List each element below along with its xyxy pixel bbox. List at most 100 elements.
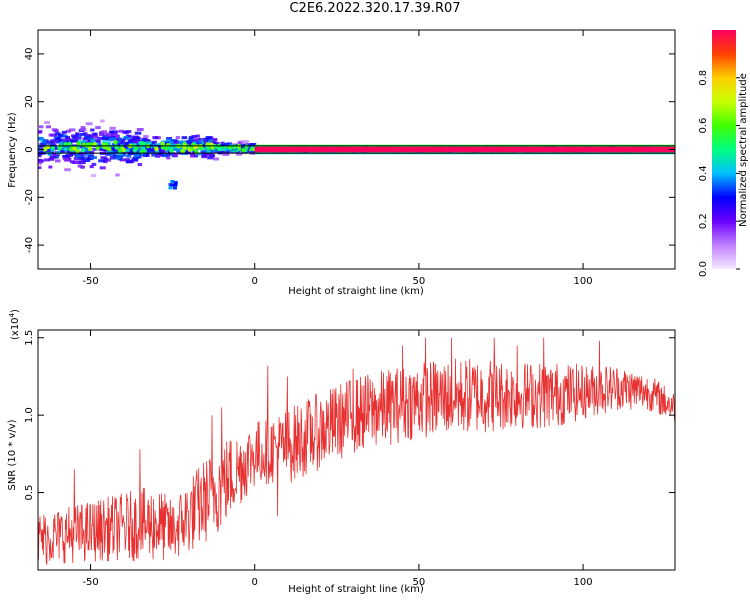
heatmap-cell — [74, 146, 80, 150]
heatmap-cell — [107, 152, 114, 156]
heatmap-cell — [69, 160, 75, 164]
heatmap-cell — [87, 134, 92, 138]
colorbar: 0.0 0.2 0.4 0.6 0.8 Normalized spectral ampl… — [698, 30, 749, 277]
heatmap-cell — [124, 142, 130, 146]
heatmap-peak — [169, 148, 174, 153]
heatmap-cell — [152, 140, 157, 144]
heatmap-cell — [45, 150, 52, 154]
heatmap-cell — [91, 135, 99, 139]
heatmap-cell — [105, 138, 113, 142]
heatmap-cell — [102, 140, 107, 144]
heatmap-cell — [181, 136, 188, 140]
heatmap-cell — [206, 138, 214, 142]
heatmap-cell — [106, 150, 112, 154]
heatmap-spot — [172, 186, 177, 190]
heatmap-cell — [99, 119, 105, 123]
heatmap-peak — [244, 144, 249, 149]
heatmap-cell — [97, 136, 104, 140]
heatmap-cell — [120, 142, 127, 146]
heatmap-cell — [65, 135, 70, 139]
heatmap-cell — [53, 135, 61, 139]
heatmap-cell — [115, 173, 120, 177]
heatmap-cell — [133, 150, 141, 154]
heatmap-cell — [84, 153, 90, 157]
heatmap-cell — [62, 157, 68, 161]
heatmap-cell — [62, 154, 70, 158]
x-tick-label: 0 — [252, 577, 258, 588]
heatmap-spot — [173, 180, 178, 184]
heatmap-cell — [98, 159, 105, 163]
heatmap-cell — [71, 134, 78, 138]
heatmap-cell — [167, 146, 173, 150]
heatmap-cell — [136, 128, 144, 132]
heatmap-cell — [38, 161, 43, 165]
heatmap-cell — [75, 153, 80, 157]
y-multiplier-exponent: 4 — [8, 312, 16, 317]
heatmap-cell — [146, 148, 154, 152]
heatmap-cell — [138, 152, 146, 156]
heatmap-cell — [166, 156, 171, 160]
heatmap-cell — [60, 138, 68, 142]
heatmap-cell — [39, 125, 44, 129]
heatmap-cell — [175, 136, 180, 140]
heatmap-cell — [54, 137, 61, 141]
heatmap-cell — [160, 149, 166, 153]
heatmap-cell — [218, 143, 224, 147]
heatmap-cell — [58, 142, 66, 146]
heatmap-spot — [170, 179, 175, 183]
heatmap-peak — [72, 146, 77, 151]
heatmap-cell — [55, 159, 61, 163]
heatmap-cell — [49, 156, 55, 160]
heatmap-cell — [185, 140, 193, 144]
heatmap-cell — [38, 145, 44, 149]
heatmap-cell — [122, 130, 128, 134]
heatmap-cell — [79, 128, 87, 132]
heatmap-cell — [130, 146, 136, 150]
heatmap-cell — [132, 158, 139, 162]
heatmap-cell — [96, 139, 101, 143]
heatmap-peak — [113, 140, 118, 145]
heatmap-peak — [241, 147, 246, 153]
heatmap-cell — [44, 120, 50, 124]
heatmap-cell — [161, 154, 169, 158]
heatmap-cell — [98, 143, 103, 147]
heatmap-cell — [222, 152, 230, 156]
heatmap-cell — [244, 149, 249, 153]
heatmap-cell — [119, 158, 125, 162]
x-tick-label: 100 — [574, 577, 593, 588]
heatmap-cell — [183, 150, 190, 154]
heatmap-cell — [58, 134, 63, 138]
x-tick-label: 50 — [413, 276, 426, 287]
heatmap-cell — [98, 147, 104, 151]
heatmap-cell — [90, 174, 97, 178]
heatmap-peak — [163, 146, 169, 151]
x-tick-label: -50 — [82, 276, 98, 287]
snr-line-layer — [38, 337, 675, 566]
heatmap-cell — [206, 150, 211, 154]
heatmap-cell — [101, 130, 108, 134]
heatmap-cell — [171, 146, 179, 150]
heatmap-cell — [129, 149, 135, 153]
heatmap-cell — [75, 132, 80, 136]
heatmap-cell — [89, 153, 94, 157]
heatmap-cell — [141, 138, 147, 142]
y-tick-label: 1.0 — [24, 407, 35, 423]
heatmap-cell — [77, 164, 83, 168]
heatmap-cell — [213, 157, 219, 161]
heatmap-cell — [62, 140, 67, 144]
heatmap-cell — [188, 137, 194, 141]
y-tick-label: 40 — [24, 48, 35, 61]
heatmap-cell — [60, 149, 65, 153]
heatmap-cell — [83, 132, 88, 136]
heatmap-cell — [73, 160, 81, 164]
bottom-x-axis-label: Height of straight line (km) — [288, 584, 424, 595]
heatmap-cell — [201, 140, 208, 144]
heatmap-cell — [81, 145, 86, 149]
spectrogram-panel: -50 0 50 100 -40 -20 0 20 40 Frequency (Hz) Heig… — [7, 29, 676, 297]
heatmap-cell — [126, 154, 132, 158]
heatmap-cell — [194, 139, 201, 143]
heatmap-peak — [117, 148, 123, 153]
bottom-y-axis-label: SNR (10 * v/v) — [7, 419, 18, 490]
heatmap-cell — [43, 158, 50, 162]
heatmap-cell — [75, 155, 83, 159]
